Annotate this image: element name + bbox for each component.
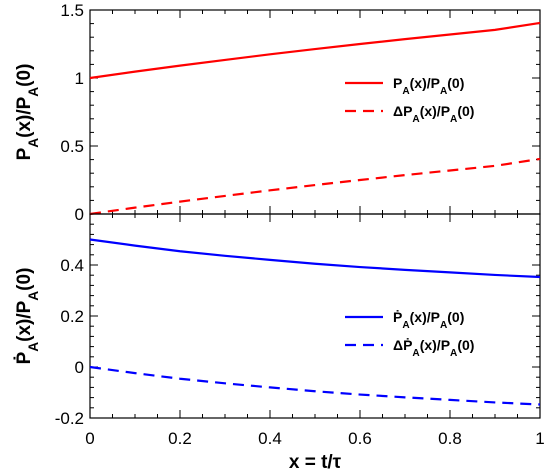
y-axis-label-1-part-mid: (x)/P: [14, 96, 35, 138]
y-tick-label: 1: [75, 69, 84, 88]
y-tick-label: 0: [75, 205, 84, 224]
y-axis-label-2-part-pre: Ṗ: [14, 351, 35, 364]
legend-label-2-2-part-pre: ΔṖ: [393, 337, 412, 353]
y-tick-label: -0.2: [55, 409, 84, 428]
legend-label-1-2-part-sub1: A: [412, 114, 420, 125]
y-tick-label: 0.4: [60, 256, 84, 275]
x-tick-label: 0.4: [258, 429, 282, 448]
y-axis-label-2-part-sub2: A: [26, 291, 41, 301]
y-axis-label-1-part-sub1: A: [26, 138, 41, 148]
y-axis-label-1-part-pre: P: [14, 147, 35, 160]
legend-label-2-2-part-post: (0): [457, 337, 474, 353]
legend-label-2-1-part-pre: Ṗ: [393, 309, 402, 325]
legend-label-1-2-part-mid: (x)/P: [420, 103, 450, 119]
legend-label-1-2: ΔPA(x)/PA(0): [393, 103, 474, 125]
y-tick-label: 0: [75, 358, 84, 377]
legend-label-1-2-part-sub2: A: [450, 114, 458, 125]
legend-label-1-2-part-pre: ΔP: [393, 103, 412, 119]
x-tick-label: 0.2: [168, 429, 192, 448]
legend-label-2-2-part-sub2: A: [450, 348, 458, 359]
legend-label-2-2: ΔṖA(x)/PA(0): [393, 337, 474, 359]
legend-label-2-1-part-sub2: A: [440, 320, 448, 331]
legend-label-1-1-part-post: (0): [447, 75, 464, 91]
x-tick-label: 0: [85, 429, 94, 448]
legend-label-1-1: PA(x)/PA(0): [393, 75, 464, 97]
series-line-2-2: [89, 365, 541, 406]
x-tick-label: 1: [535, 429, 544, 448]
legend-label-1-1-part-mid: (x)/P: [410, 75, 440, 91]
x-axis-label: x = t/τ: [289, 452, 342, 472]
y-tick-label: 0.5: [60, 137, 84, 156]
legend-label-1-1-part-pre: P: [393, 75, 402, 91]
x-tick-label: 0.8: [438, 429, 462, 448]
legend-label-1-2-part-post: (0): [457, 103, 474, 119]
y-axis-label-2-part-post: (0): [14, 268, 35, 291]
plot-frame-2: [89, 213, 541, 419]
y-axis-label-1-part-sub2: A: [26, 87, 41, 97]
legend-label-2-1-part-post: (0): [447, 309, 464, 325]
y-axis-label-1: PA(x)/PA(0): [14, 64, 41, 161]
legend-label-2-2-part-sub1: A: [412, 348, 420, 359]
legend-label-2-2-part-mid: (x)/P: [420, 337, 450, 353]
series-line-2-1: [89, 238, 541, 279]
legend-label-2-1-part-mid: (x)/P: [410, 309, 440, 325]
y-axis-label-2-part-mid: (x)/P: [14, 300, 35, 342]
legend-label-2-1: ṖA(x)/PA(0): [393, 309, 464, 331]
panel-2: -0.200.20.40 0.2 0.4 0.6 0.8 1ṖA(x)/PA(0)ΔṖA(…: [14, 213, 545, 472]
legend-label-1-1-part-sub1: A: [402, 86, 410, 97]
x-tick-label: 0.6: [348, 429, 372, 448]
series-line-1-1: [89, 21, 541, 80]
legend-label-1-1-part-sub2: A: [440, 86, 448, 97]
y-axis-label-1-part-post: (0): [14, 64, 35, 87]
y-tick-label: 1.5: [60, 1, 84, 20]
y-tick-label: 0.2: [60, 307, 84, 326]
legend-label-2-1-part-sub1: A: [402, 320, 410, 331]
y-axis-label-2-part-sub1: A: [26, 342, 41, 352]
panel-1: 00.511.5PA(x)/PA(0)ΔPA(x)/PA(0)PA(x)/PA(…: [14, 1, 541, 224]
series-line-1-2: [89, 157, 541, 216]
y-axis-label-2: ṖA(x)/PA(0): [14, 268, 41, 365]
